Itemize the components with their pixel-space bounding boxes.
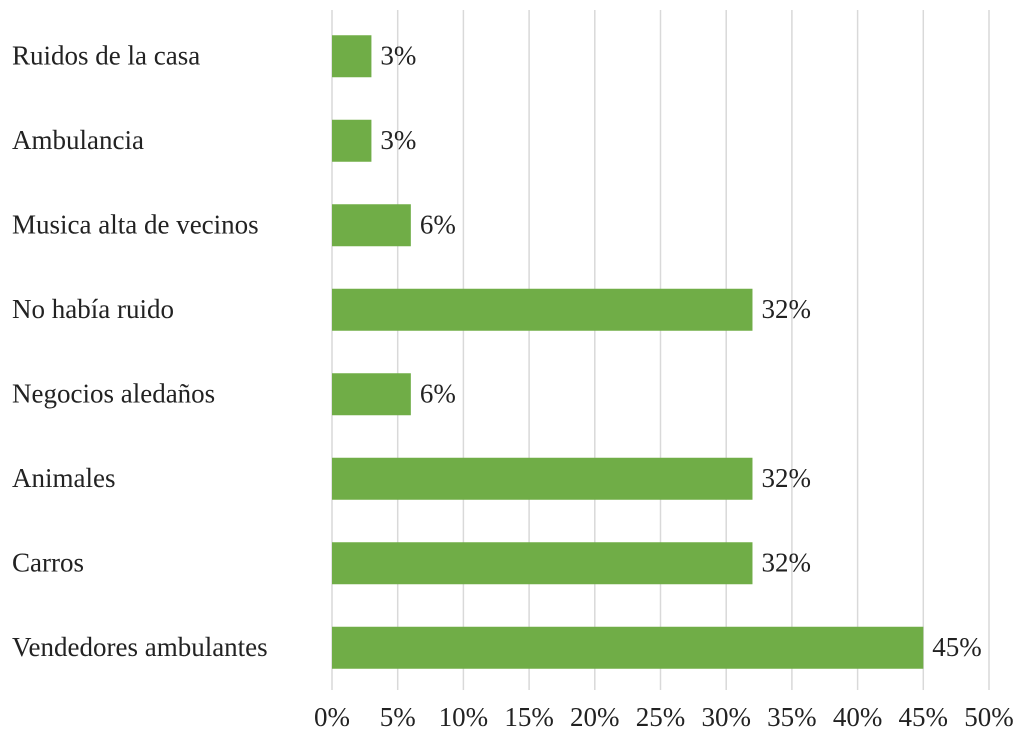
y-tick-label: No había ruido [12, 294, 174, 324]
y-tick-label: Vendedores ambulantes [12, 632, 268, 662]
x-tick-label: 20% [570, 702, 620, 732]
x-tick-label: 50% [964, 702, 1014, 732]
bar [332, 119, 372, 162]
x-tick-label: 10% [439, 702, 489, 732]
data-label: 6% [420, 378, 456, 408]
y-tick-label: Ambulancia [12, 125, 144, 155]
x-tick-label: 15% [504, 702, 554, 732]
x-tick-label: 40% [833, 702, 883, 732]
x-tick-label: 0% [314, 702, 350, 732]
x-tick-label: 35% [767, 702, 817, 732]
data-label: 32% [761, 463, 811, 493]
x-tick-label: 25% [636, 702, 686, 732]
y-tick-label: Negocios aledaños [12, 378, 215, 408]
data-label: 3% [380, 125, 416, 155]
bar [332, 626, 924, 669]
y-tick-label: Animales [12, 463, 115, 493]
data-label: 45% [932, 632, 982, 662]
data-label: 6% [420, 209, 456, 239]
data-label: 32% [761, 294, 811, 324]
x-tick-label: 30% [701, 702, 751, 732]
y-tick-label: Carros [12, 547, 84, 577]
y-tick-label: Ruidos de la casa [12, 40, 200, 70]
bar [332, 204, 411, 247]
data-label: 32% [761, 547, 811, 577]
data-label: 3% [380, 40, 416, 70]
bar [332, 542, 753, 585]
bar [332, 288, 753, 331]
x-tick-label: 5% [380, 702, 416, 732]
y-tick-label: Musica alta de vecinos [12, 209, 259, 239]
bar [332, 457, 753, 500]
bar [332, 373, 411, 416]
bar [332, 35, 372, 78]
x-tick-label: 45% [899, 702, 949, 732]
